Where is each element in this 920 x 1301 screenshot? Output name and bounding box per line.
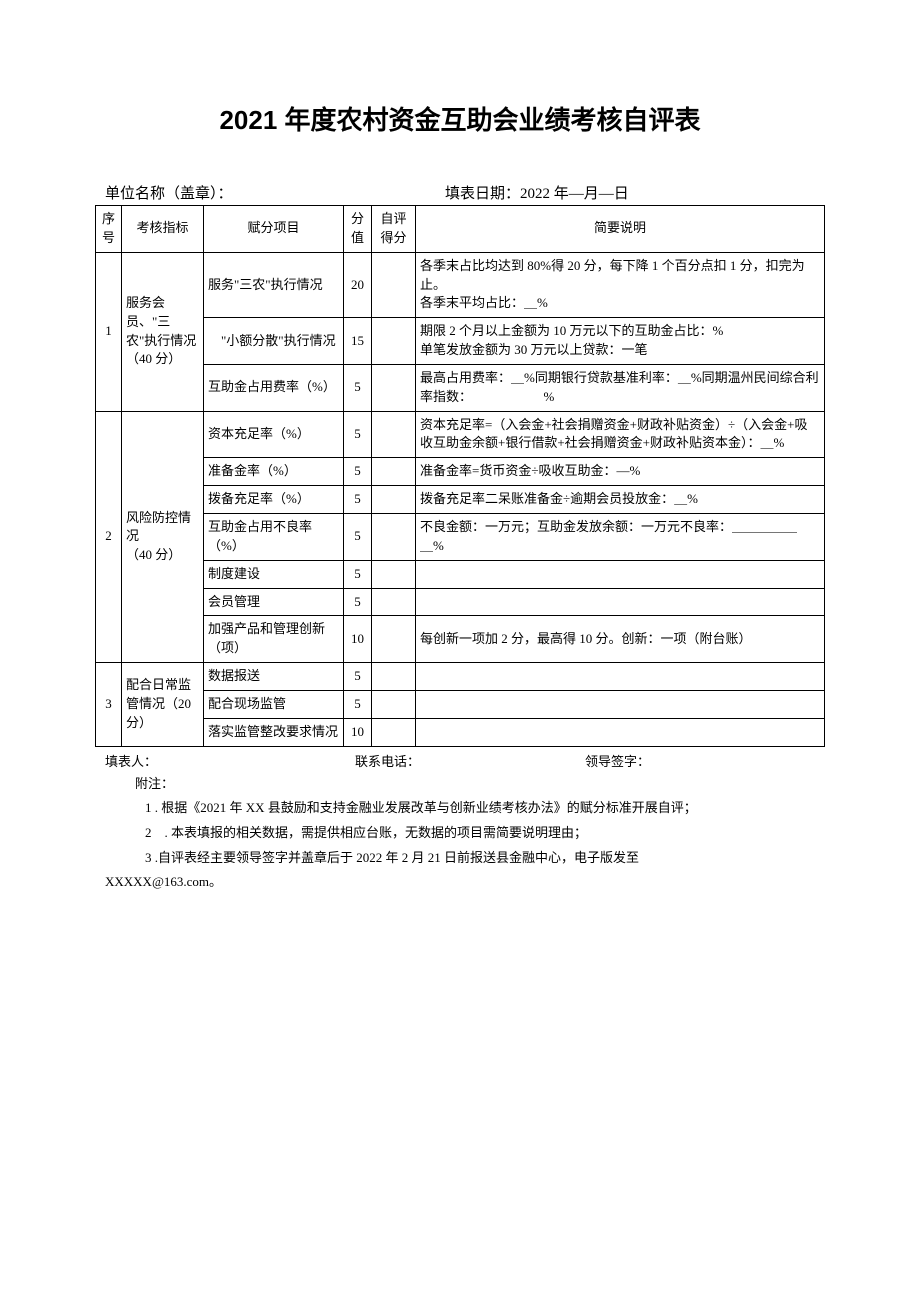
evaluation-table: 序号 考核指标 赋分项目 分值 自评得分 简要说明 1服务会员、"三农"执行情况… — [95, 205, 825, 747]
cell-desc — [416, 588, 825, 616]
table-row: 拨备充足率（%）5 拨备充足率二呆账准备金÷逾期会员投放金：＿% — [96, 486, 825, 514]
header-score: 分值 — [344, 206, 372, 253]
header-desc: 简要说明 — [416, 206, 825, 253]
notes-section: 附注： 1 . 根据《2021 年 XX 县鼓励和支持金融业发展改革与创新业绩考… — [95, 772, 825, 895]
cell-score: 20 — [344, 252, 372, 318]
cell-indicator: 风险防控情况 （40 分） — [122, 411, 204, 662]
table-row: 落实监管整改要求情况10 — [96, 718, 825, 746]
note-item: 2 . 本表填报的相关数据，需提供相应台账，无数据的项目需简要说明理由； — [105, 821, 815, 846]
table-row: 制度建设5 — [96, 560, 825, 588]
signature-row: 填表人： 联系电话： 领导签字： — [95, 747, 825, 772]
phone-label: 联系电话： — [355, 751, 585, 770]
meta-row: 单位名称（盖章）： 填表日期：2022 年—月—日 — [95, 182, 825, 203]
cell-self — [372, 718, 416, 746]
table-row: 2风险防控情况 （40 分）资本充足率（%）5资本充足率=（入会金+社会捐赠资金… — [96, 411, 825, 458]
cell-score: 5 — [344, 486, 372, 514]
table-row: 配合现场监管5 — [96, 690, 825, 718]
table-row: 加强产品和管理创新（项）10 每创新一项加 2 分，最高得 10 分。创新：一项（… — [96, 616, 825, 663]
cell-self — [372, 560, 416, 588]
cell-score: 5 — [344, 690, 372, 718]
table-header-row: 序号 考核指标 赋分项目 分值 自评得分 简要说明 — [96, 206, 825, 253]
table-body: 1服务会员、"三农"执行情况 （40 分）服务"三农"执行情况20 各季末占比均达… — [96, 252, 825, 746]
fill-date-label: 填表日期：2022 年—月—日 — [445, 182, 815, 203]
cell-score: 10 — [344, 718, 372, 746]
cell-seq: 2 — [96, 411, 122, 662]
cell-self — [372, 486, 416, 514]
cell-item: 数据报送 — [204, 663, 344, 691]
cell-self — [372, 364, 416, 411]
header-self: 自评得分 — [372, 206, 416, 253]
table-row: "小额分散"执行情况15 期限 2 个月以上金额为 10 万元以下的互助金占比：%… — [96, 318, 825, 365]
cell-desc — [416, 690, 825, 718]
unit-name-label: 单位名称（盖章）： — [105, 182, 445, 203]
header-seq: 序号 — [96, 206, 122, 253]
cell-indicator: 配合日常监管情况（20 分） — [122, 663, 204, 747]
note-item: 1 . 根据《2021 年 XX 县鼓励和支持金融业发展改革与创新业绩考核办法》… — [105, 796, 815, 821]
table-row: 会员管理5 — [96, 588, 825, 616]
cell-score: 10 — [344, 616, 372, 663]
cell-item: 资本充足率（%） — [204, 411, 344, 458]
notes-continuation: XXXXX@163.com。 — [105, 870, 815, 895]
cell-desc — [416, 718, 825, 746]
cell-item: 会员管理 — [204, 588, 344, 616]
cell-self — [372, 252, 416, 318]
cell-desc — [416, 560, 825, 588]
notes-list: 1 . 根据《2021 年 XX 县鼓励和支持金融业发展改革与创新业绩考核办法》… — [105, 796, 815, 870]
cell-desc — [416, 663, 825, 691]
cell-score: 15 — [344, 318, 372, 365]
cell-seq: 1 — [96, 252, 122, 411]
cell-score: 5 — [344, 513, 372, 560]
table-row: 3配合日常监管情况（20 分）数据报送5 — [96, 663, 825, 691]
leader-label: 领导签字： — [585, 751, 815, 770]
cell-desc: 最高占用费率：＿%同期银行贷款基准利率：＿%同期温州民间综合利率指数： % — [416, 364, 825, 411]
cell-item: 拨备充足率（%） — [204, 486, 344, 514]
cell-desc: 期限 2 个月以上金额为 10 万元以下的互助金占比：% 单笔发放金额为 30 … — [416, 318, 825, 365]
cell-score: 5 — [344, 458, 372, 486]
notes-title: 附注： — [105, 772, 815, 797]
cell-item: 落实监管整改要求情况 — [204, 718, 344, 746]
cell-self — [372, 458, 416, 486]
cell-item: 互助金占用费率（%） — [204, 364, 344, 411]
note-item: 3 .自评表经主要领导签字并盖章后于 2022 年 2 月 21 日前报送县金融… — [105, 846, 815, 871]
header-item: 赋分项目 — [204, 206, 344, 253]
cell-score: 5 — [344, 663, 372, 691]
cell-score: 5 — [344, 560, 372, 588]
cell-item: 配合现场监管 — [204, 690, 344, 718]
cell-desc: 每创新一项加 2 分，最高得 10 分。创新：一项（附台账） — [416, 616, 825, 663]
cell-self — [372, 411, 416, 458]
cell-self — [372, 513, 416, 560]
cell-desc: 不良金额：一万元；互助金发放余额：一万元不良率：＿＿＿＿＿＿% — [416, 513, 825, 560]
cell-self — [372, 616, 416, 663]
cell-item: 加强产品和管理创新（项） — [204, 616, 344, 663]
cell-self — [372, 663, 416, 691]
cell-indicator: 服务会员、"三农"执行情况 （40 分） — [122, 252, 204, 411]
cell-desc: 准备金率=货币资金÷吸收互助金：—% — [416, 458, 825, 486]
cell-item: "小额分散"执行情况 — [204, 318, 344, 365]
cell-item: 服务"三农"执行情况 — [204, 252, 344, 318]
table-row: 互助金占用费率（%）5 最高占用费率：＿%同期银行贷款基准利率：＿%同期温州民间综… — [96, 364, 825, 411]
cell-item: 互助金占用不良率（%） — [204, 513, 344, 560]
cell-item: 准备金率（%） — [204, 458, 344, 486]
cell-score: 5 — [344, 364, 372, 411]
header-indicator: 考核指标 — [122, 206, 204, 253]
cell-item: 制度建设 — [204, 560, 344, 588]
cell-score: 5 — [344, 411, 372, 458]
cell-seq: 3 — [96, 663, 122, 747]
cell-desc: 拨备充足率二呆账准备金÷逾期会员投放金：＿% — [416, 486, 825, 514]
cell-self — [372, 588, 416, 616]
table-row: 准备金率（%）5 准备金率=货币资金÷吸收互助金：—% — [96, 458, 825, 486]
cell-self — [372, 318, 416, 365]
page-title: 2021 年度农村资金互助会业绩考核自评表 — [95, 100, 825, 137]
table-row: 互助金占用不良率（%）5 不良金额：一万元；互助金发放余额：一万元不良率：＿＿＿＿… — [96, 513, 825, 560]
cell-self — [372, 690, 416, 718]
cell-desc: 各季末占比均达到 80%得 20 分，每下降 1 个百分点扣 1 分，扣完为止。… — [416, 252, 825, 318]
cell-score: 5 — [344, 588, 372, 616]
table-row: 1服务会员、"三农"执行情况 （40 分）服务"三农"执行情况20各季末占比均达… — [96, 252, 825, 318]
cell-desc: 资本充足率=（入会金+社会捐赠资金+财政补贴资金）÷（入会金+吸收互助金余额+银… — [416, 411, 825, 458]
filler-label: 填表人： — [105, 751, 355, 770]
